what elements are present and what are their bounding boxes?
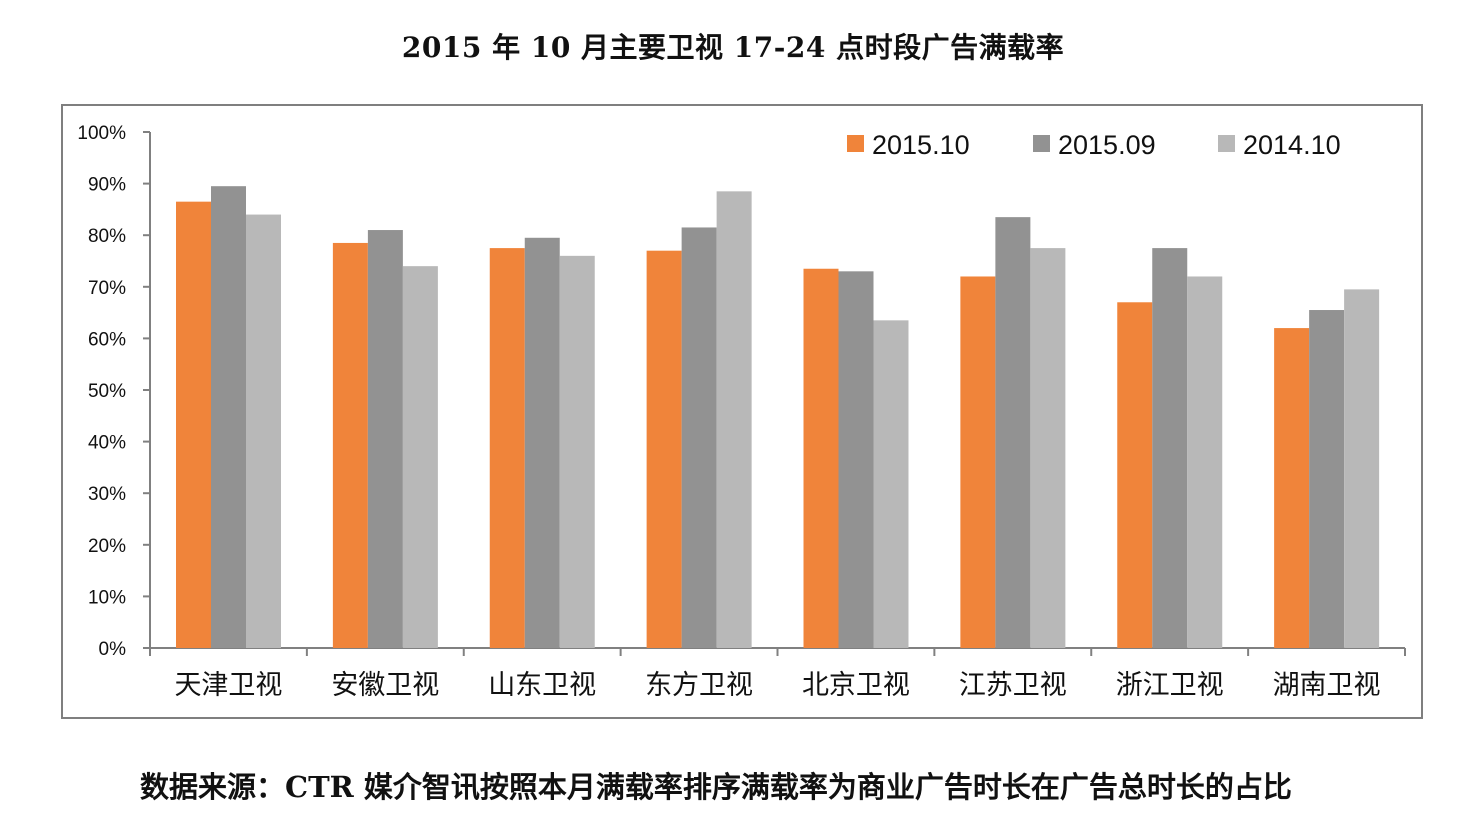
bar-2015.10-天津卫视 xyxy=(176,201,211,648)
bar-2015.09-北京卫视 xyxy=(838,271,874,648)
y-tick-label: 50% xyxy=(88,381,126,402)
bar-2014.10-北京卫视 xyxy=(873,320,909,648)
bar-2015.10-湖南卫视 xyxy=(1274,328,1310,648)
bar-2015.10-浙江卫视 xyxy=(1117,302,1153,648)
bar-2014.10-浙江卫视 xyxy=(1187,276,1223,648)
bar-2015.09-江苏卫视 xyxy=(995,217,1031,648)
x-tick-label: 江苏卫视 xyxy=(959,670,1067,701)
y-tick-label: 20% xyxy=(88,536,126,557)
bar-2015.09-天津卫视 xyxy=(211,186,246,648)
y-tick-label: 30% xyxy=(88,484,126,505)
bar-2015.10-山东卫视 xyxy=(489,248,525,648)
legend-label: 2014.10 xyxy=(1243,130,1341,160)
bar-2014.10-天津卫视 xyxy=(246,214,281,648)
x-tick-label: 天津卫视 xyxy=(174,670,282,701)
x-tick-label: 浙江卫视 xyxy=(1116,670,1224,701)
legend-swatch-2014.10 xyxy=(1218,135,1235,152)
bar-2015.10-江苏卫视 xyxy=(960,276,996,648)
y-tick-label: 100% xyxy=(77,123,126,144)
bar-2015.09-浙江卫视 xyxy=(1152,248,1188,648)
bar-2015.09-安徽卫视 xyxy=(367,230,403,649)
bar-2015.10-安徽卫视 xyxy=(332,242,368,648)
x-tick-label: 北京卫视 xyxy=(802,670,910,701)
chart-frame xyxy=(61,104,1423,719)
bar-2015.10-东方卫视 xyxy=(646,250,682,648)
bar-2014.10-山东卫视 xyxy=(559,255,595,648)
bar-2015.09-湖南卫视 xyxy=(1309,310,1345,648)
bar-2014.10-安徽卫视 xyxy=(402,266,438,648)
y-tick-label: 60% xyxy=(88,329,126,350)
x-tick-label: 山东卫视 xyxy=(488,670,596,701)
bar-2014.10-东方卫视 xyxy=(716,191,752,648)
legend-label: 2015.09 xyxy=(1058,130,1156,160)
x-tick-label: 东方卫视 xyxy=(645,670,753,701)
bar-2015.09-东方卫视 xyxy=(681,227,717,648)
chart-title: 2015 年 10 月主要卫视 17-24 点时段广告满载率 xyxy=(401,31,1065,64)
legend-label: 2015.10 xyxy=(872,130,970,160)
x-tick-label: 湖南卫视 xyxy=(1273,670,1381,701)
bar-2014.10-湖南卫视 xyxy=(1344,289,1380,648)
y-tick-label: 10% xyxy=(88,587,126,608)
y-tick-label: 80% xyxy=(88,226,126,247)
bar-2015.09-山东卫视 xyxy=(524,237,560,648)
y-tick-label: 90% xyxy=(88,175,126,196)
y-tick-label: 40% xyxy=(88,433,126,454)
source-note: 数据来源：CTR 媒介智讯按照本月满载率排序满载率为商业广告时长在广告总时长的占… xyxy=(140,770,1292,804)
y-tick-label: 0% xyxy=(99,639,127,660)
bar-2014.10-江苏卫视 xyxy=(1030,248,1066,648)
bar-2015.10-北京卫视 xyxy=(803,268,839,648)
bar-chart: 0% 10% 20% 30% 40% 50% 60% 70% 80% 90% 100% 天津卫视 安徽卫… xyxy=(77,123,1406,701)
legend-swatch-2015.09 xyxy=(1033,135,1050,152)
x-tick-label: 安徽卫视 xyxy=(331,670,439,701)
legend-swatch-2015.10 xyxy=(847,135,864,152)
y-tick-label: 70% xyxy=(88,278,126,299)
